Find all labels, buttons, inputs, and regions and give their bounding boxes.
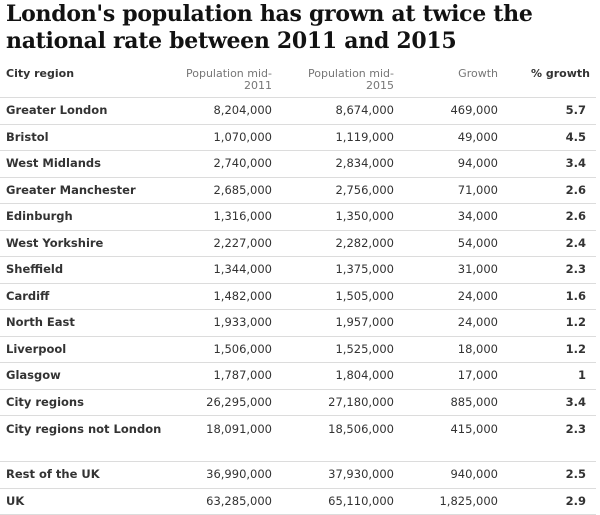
- pct-growth-cell: 2.3: [504, 415, 596, 462]
- pct-growth-cell: 2.6: [504, 177, 596, 204]
- table-row: Rest of the UK 36,990,000 37,930,000 940,00…: [0, 461, 596, 489]
- table-row: Sheffield 1,344,000 1,375,000 31,000 2.3: [0, 256, 596, 284]
- table-row: Glasgow 1,787,000 1,804,000 17,000 1: [0, 362, 596, 390]
- region-cell: Glasgow: [0, 362, 168, 390]
- growth-cell: 34,000: [400, 203, 504, 231]
- header-city-region: City region: [0, 62, 168, 98]
- pct-growth-cell: 1.2: [504, 336, 596, 363]
- growth-cell: 31,000: [400, 256, 504, 284]
- pct-growth-cell: 3.4: [504, 389, 596, 416]
- population-2015-cell: 8,674,000: [278, 97, 400, 125]
- header-growth: Growth: [400, 62, 504, 98]
- region-cell: West Midlands: [0, 150, 168, 178]
- table-row: West Yorkshire 2,227,000 2,282,000 54,000 2.…: [0, 230, 596, 257]
- table-row: Edinburgh 1,316,000 1,350,000 34,000 2.6: [0, 203, 596, 231]
- population-2011-cell: 18,091,000: [168, 415, 278, 462]
- header-pct-growth: % growth: [504, 62, 596, 98]
- region-cell: Liverpool: [0, 336, 168, 363]
- growth-cell: 24,000: [400, 309, 504, 337]
- growth-cell: 885,000: [400, 389, 504, 416]
- table-row: Liverpool 1,506,000 1,525,000 18,000 1.2: [0, 336, 596, 363]
- region-cell: Sheffield: [0, 256, 168, 284]
- population-2015-cell: 27,180,000: [278, 389, 400, 416]
- header-population-2011: Population mid-2011: [168, 62, 278, 98]
- growth-cell: 24,000: [400, 283, 504, 310]
- population-2011-cell: 1,933,000: [168, 309, 278, 337]
- population-2015-cell: 2,834,000: [278, 150, 400, 178]
- growth-cell: 94,000: [400, 150, 504, 178]
- pct-growth-cell: 1: [504, 362, 596, 390]
- population-2015-cell: 1,375,000: [278, 256, 400, 284]
- population-2011-cell: 8,204,000: [168, 97, 278, 125]
- growth-cell: 415,000: [400, 415, 504, 462]
- growth-cell: 18,000: [400, 336, 504, 363]
- pct-growth-cell: 2.5: [504, 461, 596, 489]
- growth-cell: 54,000: [400, 230, 504, 257]
- pct-growth-cell: 2.9: [504, 488, 596, 515]
- population-2015-cell: 18,506,000: [278, 415, 400, 462]
- region-cell: Cardiff: [0, 283, 168, 310]
- population-2015-cell: 2,756,000: [278, 177, 400, 204]
- table-row: Greater London 8,204,000 8,674,000 469,000 5…: [0, 97, 596, 125]
- table-row: Cardiff 1,482,000 1,505,000 24,000 1.6: [0, 283, 596, 310]
- pct-growth-cell: 4.5: [504, 124, 596, 151]
- region-cell: North East: [0, 309, 168, 337]
- header-population-2015: Population mid-2015: [278, 62, 400, 98]
- page-title: London's population has grown at twice t…: [6, 1, 533, 54]
- population-2015-cell: 1,957,000: [278, 309, 400, 337]
- population-2011-cell: 1,787,000: [168, 362, 278, 390]
- population-2011-cell: 1,070,000: [168, 124, 278, 151]
- table-row: UK 63,285,000 65,110,000 1,825,000 2.9: [0, 488, 596, 515]
- population-2011-cell: 2,740,000: [168, 150, 278, 178]
- table-row: City regions not London 18,091,000 18,506,…: [0, 415, 596, 462]
- growth-cell: 469,000: [400, 97, 504, 125]
- region-cell: Rest of the UK: [0, 461, 168, 489]
- region-cell: City regions: [0, 389, 168, 416]
- population-2015-cell: 1,505,000: [278, 283, 400, 310]
- pct-growth-cell: 1.6: [504, 283, 596, 310]
- growth-cell: 71,000: [400, 177, 504, 204]
- population-2011-cell: 26,295,000: [168, 389, 278, 416]
- population-2011-cell: 2,227,000: [168, 230, 278, 257]
- population-2011-cell: 1,344,000: [168, 256, 278, 284]
- table-header-row: City region Population mid-2011 Populati…: [0, 62, 596, 98]
- population-2011-cell: 1,506,000: [168, 336, 278, 363]
- population-2011-cell: 63,285,000: [168, 488, 278, 515]
- table-row: Bristol 1,070,000 1,119,000 49,000 4.5: [0, 124, 596, 151]
- growth-cell: 940,000: [400, 461, 504, 489]
- region-cell: Edinburgh: [0, 203, 168, 231]
- table-body: Greater London 8,204,000 8,674,000 469,000 5…: [0, 97, 596, 515]
- population-2015-cell: 1,350,000: [278, 203, 400, 231]
- pct-growth-cell: 2.3: [504, 256, 596, 284]
- population-2011-cell: 36,990,000: [168, 461, 278, 489]
- pct-growth-cell: 1.2: [504, 309, 596, 337]
- population-2015-cell: 37,930,000: [278, 461, 400, 489]
- region-cell: City regions not London: [0, 415, 168, 462]
- pct-growth-cell: 2.6: [504, 203, 596, 231]
- growth-cell: 17,000: [400, 362, 504, 390]
- population-2011-cell: 2,685,000: [168, 177, 278, 204]
- population-2015-cell: 1,119,000: [278, 124, 400, 151]
- table-row: North East 1,933,000 1,957,000 24,000 1.2: [0, 309, 596, 337]
- growth-cell: 1,825,000: [400, 488, 504, 515]
- pct-growth-cell: 5.7: [504, 97, 596, 125]
- population-2011-cell: 1,482,000: [168, 283, 278, 310]
- population-2015-cell: 1,525,000: [278, 336, 400, 363]
- population-2015-cell: 1,804,000: [278, 362, 400, 390]
- region-cell: West Yorkshire: [0, 230, 168, 257]
- population-2015-cell: 2,282,000: [278, 230, 400, 257]
- pct-growth-cell: 2.4: [504, 230, 596, 257]
- table-row: Greater Manchester 2,685,000 2,756,000 71,0…: [0, 177, 596, 204]
- region-cell: Bristol: [0, 124, 168, 151]
- table-row: City regions 26,295,000 27,180,000 885,000 3…: [0, 389, 596, 416]
- growth-cell: 49,000: [400, 124, 504, 151]
- population-2011-cell: 1,316,000: [168, 203, 278, 231]
- region-cell: Greater London: [0, 97, 168, 125]
- population-table: City region Population mid-2011 Populati…: [0, 62, 596, 515]
- table-row: West Midlands 2,740,000 2,834,000 94,000 3.4: [0, 150, 596, 178]
- region-cell: UK: [0, 488, 168, 515]
- region-cell: Greater Manchester: [0, 177, 168, 204]
- population-2015-cell: 65,110,000: [278, 488, 400, 515]
- pct-growth-cell: 3.4: [504, 150, 596, 178]
